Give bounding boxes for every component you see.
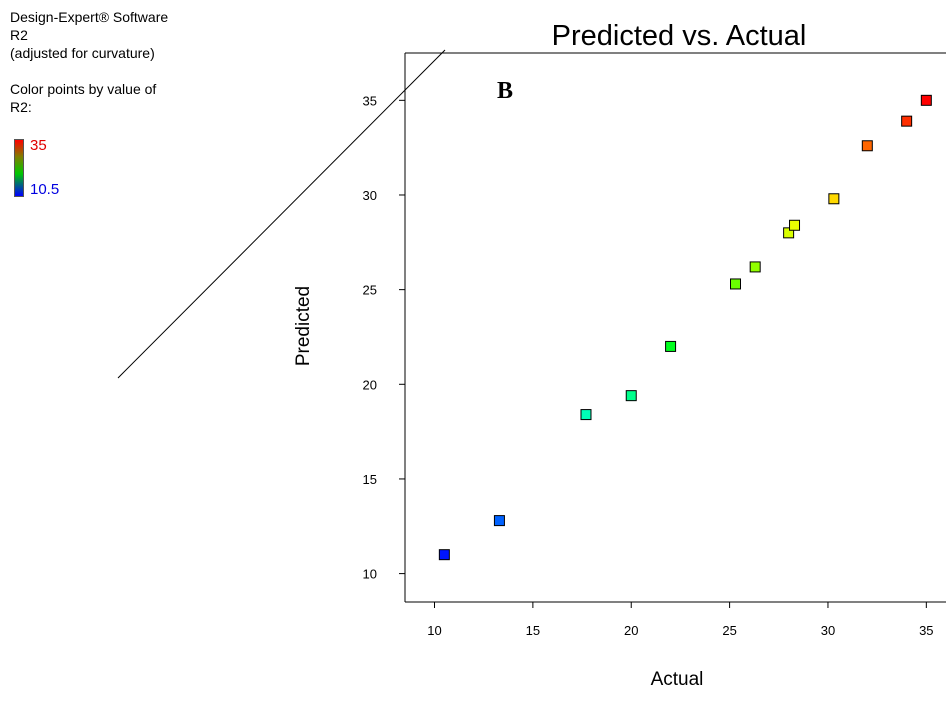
chart-title: Predicted vs. Actual [552, 20, 807, 52]
y-axis-label: Predicted [293, 286, 314, 366]
response-name: R2 [10, 27, 28, 43]
color-caption-response: R2: [10, 99, 32, 115]
axes: 10 15 20 25 30 35 10 15 20 25 30 35 [363, 52, 946, 638]
color-scale-low-label: 10.5 [30, 181, 60, 198]
color-scale-high-label: 35 [30, 137, 47, 154]
diagonal-line [117, 49, 446, 379]
data-point [901, 115, 913, 127]
reference-line [117, 49, 446, 379]
color-scale-bar [14, 139, 24, 197]
data-point [625, 390, 637, 402]
x-tick-label: 35 [919, 623, 933, 638]
x-tick-label: 15 [526, 623, 540, 638]
response-note: (adjusted for curvature) [10, 45, 155, 61]
data-point [749, 261, 761, 273]
data-point [730, 278, 742, 290]
panel-letter: B [497, 78, 513, 104]
color-caption: Color points by value of [10, 81, 157, 97]
data-point [920, 94, 932, 106]
software-label: Design-Expert® Software [10, 9, 169, 25]
data-point [493, 515, 505, 527]
data-point [580, 409, 592, 421]
data-points [438, 94, 932, 561]
data-point [438, 549, 450, 561]
x-tick-label: 25 [722, 623, 736, 638]
y-tick-label: 10 [363, 567, 377, 582]
x-axis-label: Actual [651, 669, 704, 690]
y-tick-label: 15 [363, 472, 377, 487]
legend-panel: Design-Expert® Software R2 (adjusted for… [10, 8, 168, 116]
y-tick-label: 30 [363, 188, 377, 203]
data-point [828, 193, 840, 205]
data-point [783, 227, 795, 239]
data-point [665, 340, 677, 352]
x-tick-label: 20 [624, 623, 638, 638]
x-tick-label: 30 [821, 623, 835, 638]
x-tick-label: 10 [427, 623, 441, 638]
data-point [861, 140, 873, 152]
y-tick-label: 35 [363, 93, 377, 108]
y-tick-label: 25 [363, 283, 377, 298]
data-point [789, 219, 801, 231]
y-tick-label: 20 [363, 377, 377, 392]
